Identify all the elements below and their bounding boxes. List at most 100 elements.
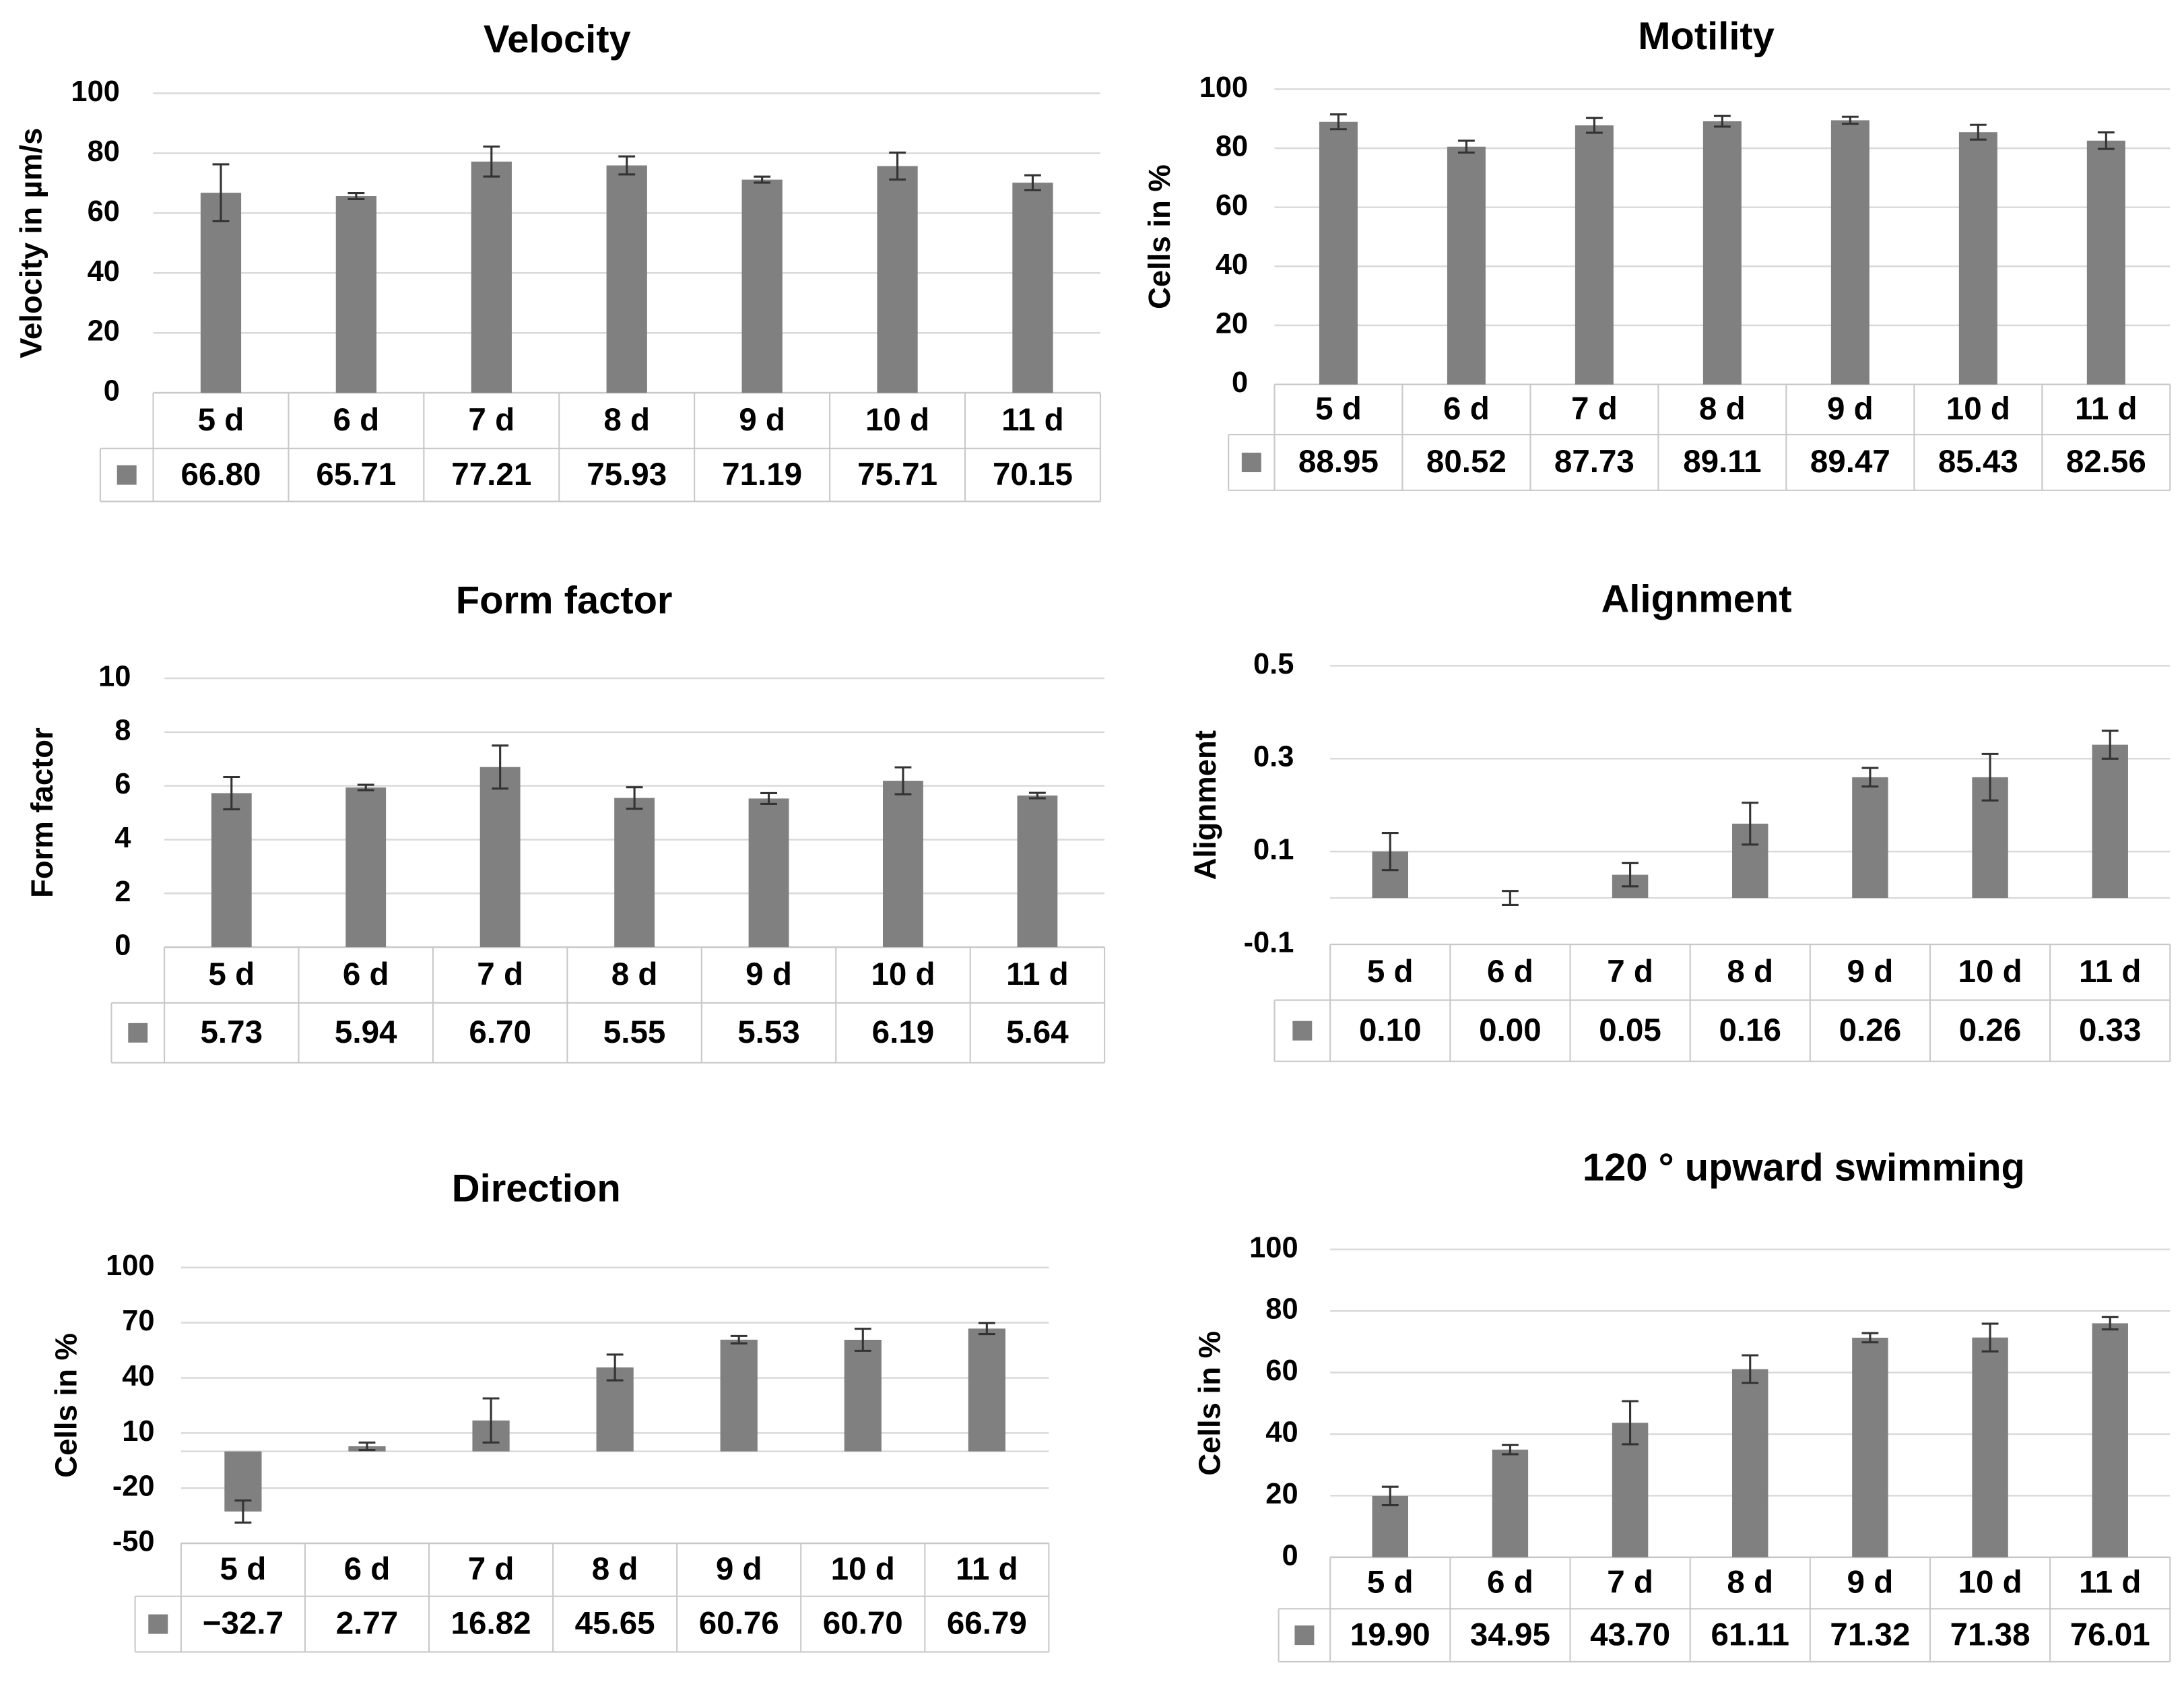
chart-title: Velocity: [484, 18, 631, 61]
category-label: 7 d: [468, 402, 515, 438]
bar: [877, 166, 918, 393]
bar: [1575, 125, 1614, 385]
y-tick-label: 0: [1232, 366, 1248, 399]
value-label: 71.19: [722, 457, 802, 492]
y-tick-label: 60: [88, 195, 120, 228]
category-label: 11 d: [1001, 402, 1064, 438]
category-label: 8 d: [592, 1551, 638, 1587]
error-bar: [754, 175, 771, 184]
value-label: 82.56: [2066, 444, 2146, 480]
legend-key: [117, 465, 137, 485]
y-tick-label: 20: [88, 315, 120, 348]
category-label: 6 d: [344, 1551, 391, 1587]
bar: [606, 165, 647, 393]
value-label: 6.19: [872, 1014, 935, 1050]
category-label: 9 d: [746, 957, 792, 992]
category-label: 5 d: [198, 402, 244, 438]
bar: [1017, 796, 1058, 948]
value-label: 89.47: [1810, 444, 1890, 480]
y-axis-title: Cells in %: [1192, 1331, 1226, 1476]
y-axis-title: Cells in %: [1142, 164, 1177, 309]
y-tick-label: 0.1: [1253, 834, 1294, 866]
category-label: 11 d: [2079, 1565, 2142, 1600]
legend-key: [1292, 1021, 1313, 1041]
error-bar: [1841, 115, 1859, 125]
category-label: 6 d: [333, 402, 380, 438]
bar: [614, 798, 655, 948]
chart-title: Form factor: [456, 579, 673, 622]
value-label: 0.33: [2079, 1012, 2142, 1048]
category-label: 10 d: [1958, 954, 2022, 990]
y-tick-label: 20: [1216, 308, 1248, 340]
chart-title: Alignment: [1601, 578, 1792, 621]
category-label: 8 d: [1699, 391, 1746, 427]
bar: [1852, 1337, 1888, 1557]
bar: [1492, 1450, 1529, 1557]
y-tick-label: 100: [71, 75, 119, 108]
error-bar: [1981, 1322, 1999, 1353]
value-label: 66.80: [180, 457, 261, 492]
category-label: 11 d: [2075, 391, 2138, 427]
y-tick-label: 2: [114, 876, 131, 908]
value-label: 34.95: [1470, 1617, 1550, 1652]
bar: [2086, 140, 2125, 385]
error-bar: [1969, 123, 1987, 141]
category-label: 8 d: [611, 957, 658, 992]
value-label: 0.00: [1479, 1012, 1542, 1048]
error-bar: [1742, 802, 1759, 846]
error-bar: [626, 786, 643, 810]
y-tick-label: 0: [104, 375, 120, 408]
value-label: 75.71: [857, 457, 937, 492]
error-bar: [212, 163, 230, 222]
error-bar: [1381, 832, 1399, 872]
y-axis-title: Cells in %: [48, 1333, 83, 1478]
value-label: 60.70: [823, 1606, 903, 1642]
category-label: 7 d: [1571, 391, 1618, 427]
category-label: 5 d: [220, 1551, 267, 1587]
y-tick-label: 40: [122, 1360, 154, 1392]
value-label: 70.15: [993, 457, 1073, 492]
bar: [596, 1367, 634, 1452]
category-label: 7 d: [1607, 954, 1653, 990]
category-label: 6 d: [1487, 1565, 1533, 1600]
error-bar: [223, 775, 240, 810]
y-axis-title: Form factor: [25, 727, 59, 898]
error-bar: [1742, 1354, 1759, 1384]
error-bar: [1622, 1400, 1639, 1446]
value-label: 19.90: [1350, 1617, 1430, 1652]
y-tick-label: -50: [112, 1526, 155, 1558]
bar: [968, 1328, 1005, 1452]
category-label: 10 d: [865, 402, 929, 438]
category-label: 9 d: [716, 1551, 762, 1587]
value-label: 89.11: [1683, 444, 1761, 480]
error-bar: [234, 1499, 252, 1524]
error-bar: [760, 791, 777, 805]
error-bar: [482, 1397, 500, 1444]
value-label: 45.65: [575, 1606, 655, 1642]
error-bar: [1501, 890, 1519, 906]
bar: [844, 1339, 882, 1452]
category-label: 5 d: [1315, 391, 1362, 427]
error-bar: [1585, 117, 1603, 134]
y-tick-label: 10: [122, 1415, 154, 1448]
category-label: 5 d: [1367, 954, 1414, 990]
y-tick-label: 10: [98, 661, 131, 693]
error-bar: [1861, 1332, 1879, 1344]
bar: [1972, 1337, 2008, 1557]
chart-title: Motility: [1638, 15, 1775, 58]
y-axis-title: Alignment: [1188, 730, 1222, 880]
legend-key: [128, 1023, 148, 1043]
value-label: 76.01: [2070, 1617, 2150, 1652]
y-tick-label: 100: [1199, 71, 1248, 104]
error-bar: [1981, 752, 1999, 802]
bar: [1447, 146, 1486, 385]
bar: [1012, 183, 1053, 393]
error-bar: [1024, 174, 1041, 191]
bar: [211, 793, 252, 948]
error-bar: [854, 1328, 871, 1352]
value-label: 5.64: [1006, 1014, 1069, 1050]
bar: [1319, 121, 1358, 385]
value-label: 71.38: [1950, 1617, 2030, 1652]
